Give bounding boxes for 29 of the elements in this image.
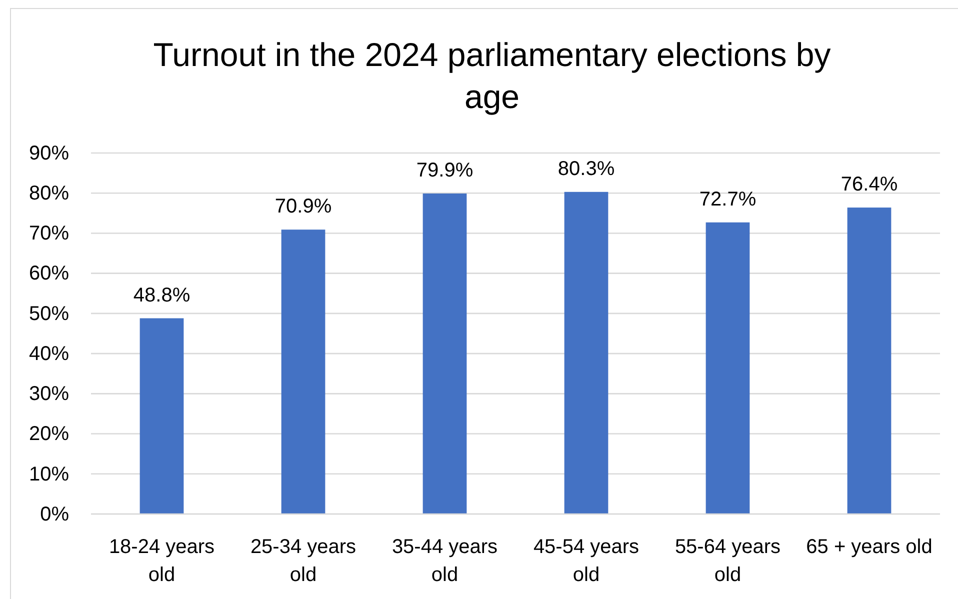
bar	[281, 230, 326, 514]
y-tick-label: 90%	[28, 142, 70, 164]
chart-title: Turnout in the 2024 parliamentary elections by age	[153, 36, 832, 115]
y-tick-label: 40%	[28, 342, 70, 365]
data-label: 72.7%	[699, 188, 756, 210]
x-tick-label: 65 + years old	[806, 536, 932, 558]
y-tick-label: 30%	[28, 383, 70, 406]
x-tick-label: 25-34 years old	[250, 536, 356, 586]
data-label: 80.3%	[558, 158, 615, 180]
y-tick-label: 0%	[40, 503, 70, 526]
bar	[564, 192, 608, 514]
data-label: 70.9%	[274, 196, 332, 218]
y-tick-label: 50%	[28, 302, 70, 325]
data-label: 79.9%	[416, 160, 474, 182]
bar	[422, 194, 467, 514]
bar	[140, 318, 184, 514]
y-tick-label: 60%	[28, 262, 70, 285]
x-tick-label: 55-64 years old	[674, 536, 781, 586]
data-label: 48.8%	[133, 284, 190, 306]
x-tick-label: 18-24 years old	[108, 536, 215, 586]
x-tick-label: 45-54 years old	[533, 536, 640, 586]
bar	[706, 222, 750, 514]
y-tick-label: 80%	[28, 182, 70, 205]
y-tick-label: 70%	[28, 222, 70, 245]
y-tick-label: 10%	[28, 463, 70, 486]
bar	[847, 208, 892, 514]
data-label: 76.4%	[840, 174, 898, 196]
x-tick-label: 35-44 years old	[392, 536, 498, 586]
y-tick-label: 20%	[28, 423, 70, 446]
